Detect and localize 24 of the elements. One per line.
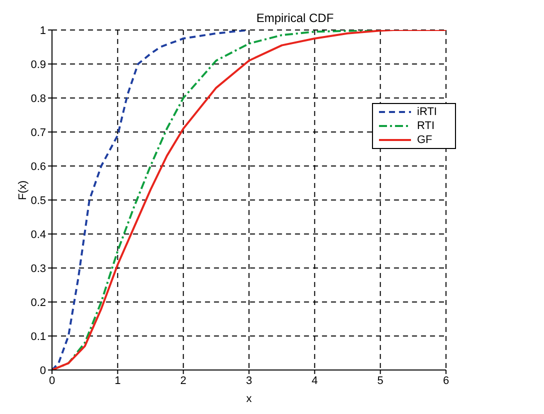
y-axis-title: F(x) — [16, 180, 29, 200]
y-tick-label: 1 — [40, 24, 46, 37]
y-tick-label: 0.1 — [30, 330, 46, 343]
y-tick-label: 0.4 — [30, 228, 46, 241]
y-tick-label: 0.9 — [30, 58, 46, 71]
y-tick-label: 0.6 — [30, 160, 46, 173]
x-tick-label: 2 — [180, 374, 186, 387]
y-tick-label: 0.7 — [30, 126, 46, 139]
y-tick-label: 0 — [40, 364, 46, 377]
y-tick-label: 0.5 — [30, 194, 46, 207]
legend-label: RTI — [417, 120, 435, 132]
x-axis-title: x — [246, 393, 252, 405]
x-tick-label: 5 — [377, 374, 384, 387]
x-tick-label: 1 — [114, 374, 121, 387]
x-tick-label: 6 — [442, 374, 450, 387]
x-tick-label: 3 — [246, 374, 252, 387]
legend-label: GF — [417, 134, 432, 146]
x-tick-label: 0 — [48, 374, 56, 387]
x-tick-label: 4 — [312, 374, 318, 387]
y-tick-label: 0.3 — [30, 262, 46, 275]
legend-label: iRTI — [417, 106, 437, 118]
y-tick-label: 0.8 — [30, 92, 46, 105]
chart-title: Empirical CDF — [256, 11, 334, 25]
y-tick-label: 0.2 — [30, 296, 46, 309]
